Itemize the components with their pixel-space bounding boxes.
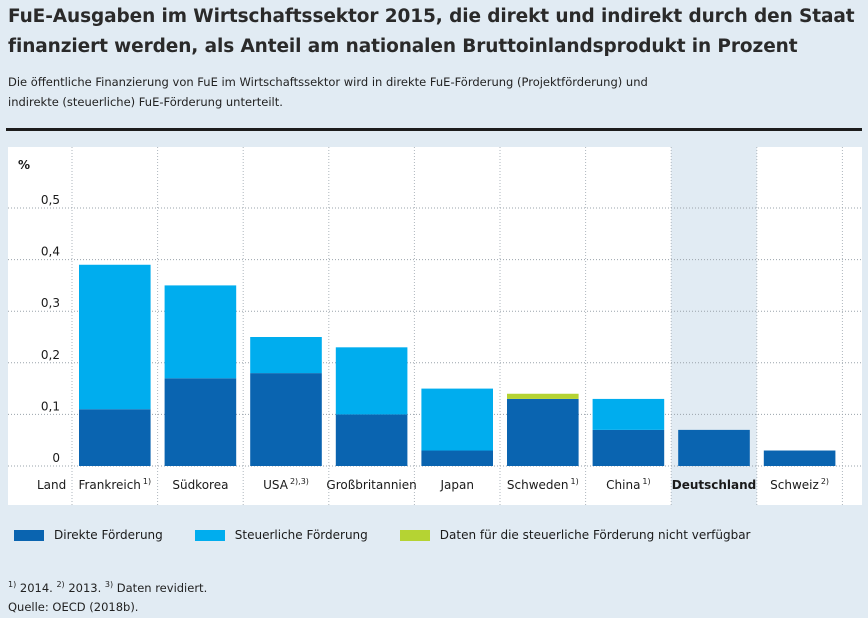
bar-tax [79, 264, 151, 410]
legend-label-direct: Direkte Förderung [54, 528, 163, 542]
legend-swatch-tax [194, 529, 225, 541]
y-tick-label: 0,2 [41, 348, 60, 362]
footnote-text-2: 2013. [64, 580, 105, 595]
bar-tax [164, 285, 237, 379]
footnote-notes: 1) 2014. 2) 2013. 3) Daten revidiert. [8, 575, 207, 598]
chart-title-line-1: FuE-Ausgaben im Wirtschaftssektor 2015, … [8, 6, 855, 27]
chart-subtitle-line-2: indirekte (steuerliche) FuE-Förderung un… [8, 95, 283, 109]
category-footnote-mark: 2) [821, 477, 829, 486]
legend-item-na: Daten für die steuerliche Förderung nich… [399, 528, 751, 542]
footnote-text-1: 2014. [16, 580, 57, 595]
bar-na [507, 393, 579, 399]
bar-direct [421, 450, 493, 466]
legend-swatch-direct [14, 529, 44, 541]
y-tick-label: 0,1 [41, 399, 60, 413]
y-unit-label: % [18, 158, 30, 172]
bar-direct [335, 414, 408, 466]
y-tick-label: 0,3 [41, 296, 60, 310]
y-tick-label: 0,5 [41, 193, 60, 207]
legend-label-tax: Steuerliche Förderung [234, 528, 368, 542]
y-tick-label: 0,4 [41, 245, 60, 259]
category-label: Großbritannien [326, 478, 416, 492]
legend: Direkte Förderung Steuerliche Förderung … [14, 524, 783, 546]
category-label: Deutschland [672, 478, 757, 492]
bar-direct [250, 373, 322, 466]
footnotes: 1) 2014. 2) 2013. 3) Daten revidiert. Qu… [8, 575, 207, 617]
footnote-text-3: Daten revidiert. [113, 580, 208, 595]
chart-subtitle: Die öffentliche Finanzierung von FuE im … [8, 72, 848, 112]
bar-direct [164, 378, 237, 466]
footnote-mark-2: 2) [56, 580, 65, 589]
category-name: Frankreich [78, 478, 140, 492]
legend-item-tax: Steuerliche Förderung [194, 528, 368, 542]
category-name: Japan [439, 478, 473, 492]
chart-subtitle-line-1: Die öffentliche Finanzierung von FuE im … [8, 75, 648, 89]
bar-tax [421, 388, 493, 451]
y-tick-label: 0 [52, 451, 60, 465]
category-name: Südkorea [172, 478, 228, 492]
x-axis-label: Land [37, 478, 66, 492]
chart-title-line-2: finanziert werden, als Anteil am nationa… [8, 36, 798, 57]
category-footnote-mark: 1) [571, 477, 579, 486]
title-divider [6, 128, 862, 131]
category-name: Schweiz [770, 478, 819, 492]
category-label: Schweiz 2) [770, 477, 829, 492]
category-footnote-mark: 1) [642, 477, 650, 486]
bar-direct [507, 398, 579, 466]
category-name: Deutschland [672, 478, 757, 492]
category-label: Frankreich 1) [78, 477, 151, 492]
bar-direct [592, 429, 665, 466]
legend-item-direct: Direkte Förderung [14, 528, 163, 542]
legend-label-na: Daten für die steuerliche Förderung nich… [439, 528, 751, 542]
category-footnote-mark: 2),3) [290, 477, 309, 486]
source-note: Quelle: OECD (2018b). [8, 599, 139, 614]
bar-direct [79, 409, 151, 466]
category-label: China 1) [606, 477, 651, 492]
category-label: USA 2),3) [263, 477, 309, 492]
category-label: Schweden 1) [507, 477, 579, 492]
category-name: Großbritannien [326, 478, 416, 492]
category-name: China [606, 478, 640, 492]
bar-direct [763, 450, 836, 466]
category-name: USA [263, 478, 289, 492]
legend-swatch-na [399, 529, 430, 541]
footnote-mark-3: 3) [104, 580, 114, 589]
footnote-mark-1: 1) [8, 580, 17, 589]
bar-tax [250, 337, 322, 374]
category-footnote-mark: 1) [143, 477, 151, 486]
category-label: Japan [439, 478, 473, 492]
category-name: Schweden [507, 478, 569, 492]
bar-tax [335, 347, 408, 415]
category-label: Südkorea [172, 478, 228, 492]
bar-direct [678, 429, 750, 466]
chart-title: FuE-Ausgaben im Wirtschaftssektor 2015, … [8, 2, 863, 62]
bar-tax [592, 398, 665, 430]
